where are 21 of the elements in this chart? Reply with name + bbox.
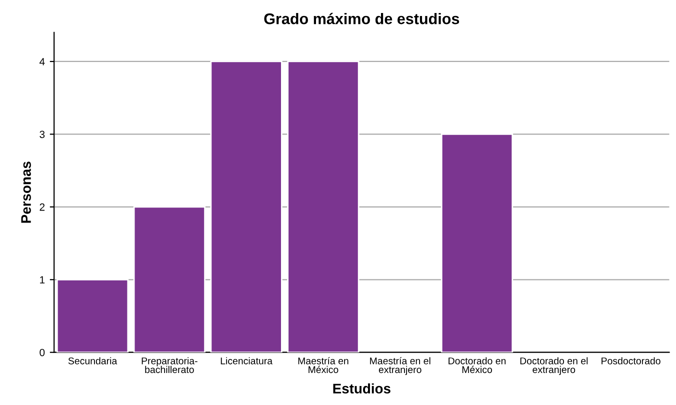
y-tick-label: 1 — [40, 276, 45, 284]
x-tick-label: Secundaria — [68, 357, 118, 364]
chart-title: Grado máximo de estudios — [264, 12, 460, 24]
y-axis-title: Personas — [21, 162, 31, 223]
x-tick-label: Doctorado en el extranjero — [520, 357, 588, 375]
x-tick-label: Doctorado en México — [448, 357, 506, 374]
bar — [440, 134, 514, 352]
x-tick-label: Posdoctorado — [602, 357, 660, 364]
bar — [133, 206, 206, 352]
x-axis-title: Estudios — [333, 383, 390, 394]
bar — [210, 60, 282, 352]
bar — [56, 278, 129, 352]
y-tick-label: 0 — [40, 348, 45, 356]
y-tick-label: 2 — [40, 203, 45, 211]
x-tick-label: Maestría en México — [298, 357, 348, 374]
x-tick-label: Maestría en el extranjero — [370, 357, 430, 375]
x-tick-label: Preparatoria- bachillerato — [142, 357, 198, 374]
bar — [287, 60, 360, 352]
y-tick-label: 3 — [40, 130, 45, 138]
x-tick-label: Licenciatura — [220, 357, 273, 364]
y-tick-label: 4 — [40, 58, 45, 66]
